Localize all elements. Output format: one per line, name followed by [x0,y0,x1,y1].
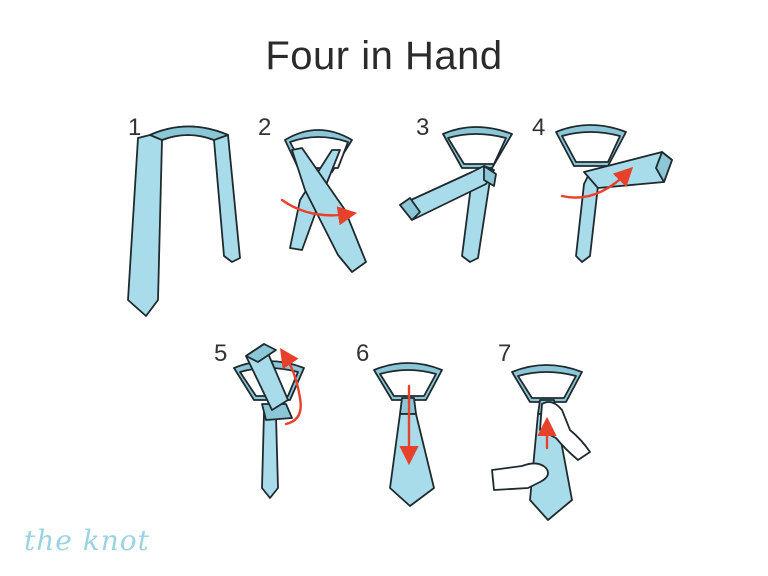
step-number-4: 4 [532,114,546,141]
step-5-illustration [233,343,305,499]
step-3-illustration [399,126,513,263]
step-1-illustration [127,125,241,317]
brand-logo: the knot [24,524,150,557]
step-number-3: 3 [416,114,430,141]
arrow-step-2 [280,198,358,226]
arrow-step-4 [560,166,634,199]
step-number-6: 6 [356,340,370,367]
step-number-1: 1 [128,114,142,141]
step-2-illustration [284,129,367,273]
step-4-illustration [555,124,673,263]
hand-icon [491,401,591,491]
step-number-5: 5 [214,340,228,367]
arrow-step-5 [280,348,302,426]
diagram-title: Four in Hand [265,34,503,78]
step-7-illustration [511,364,583,521]
step-number-7: 7 [498,340,512,367]
step-number-2: 2 [258,114,272,141]
